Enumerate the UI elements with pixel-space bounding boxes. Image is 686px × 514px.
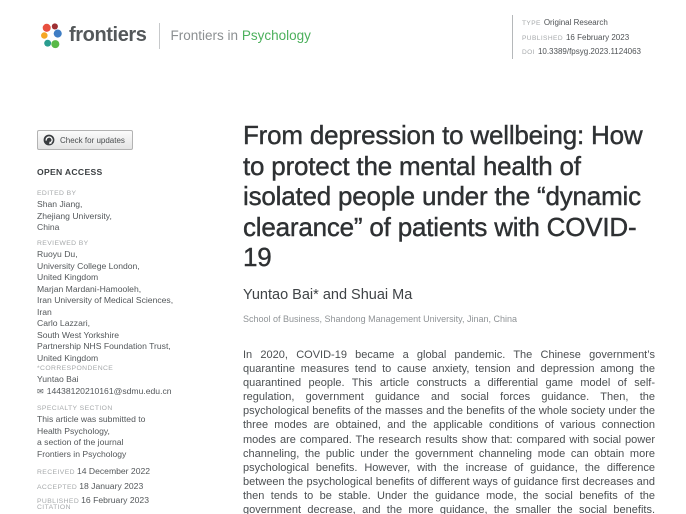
meta-label: PUBLISHED bbox=[522, 34, 563, 42]
meta-label: TYPE bbox=[522, 20, 541, 27]
open-access-badge: OPEN ACCESS bbox=[37, 167, 103, 177]
reviewer-line: United Kingdom bbox=[37, 352, 99, 363]
specialty-section: SPECIALTY SECTION This article was submi… bbox=[37, 403, 219, 460]
journal-name: Psychology bbox=[241, 28, 311, 43]
check-for-updates-button[interactable]: Check for updates bbox=[37, 130, 133, 150]
accepted-label: ACCEPTED bbox=[37, 483, 78, 491]
published-value: 16 February 2023 bbox=[81, 495, 149, 505]
correspondence-label: *CORRESPONDENCE bbox=[37, 365, 114, 372]
meta-value-published: 16 February 2023 bbox=[565, 32, 630, 42]
editor-line: Zhejiang University, bbox=[37, 210, 112, 221]
correspondence-name: Yuntao Bai bbox=[37, 374, 79, 384]
correspondence-email-line: ✉ 14438120210161@sdmu.edu.cn bbox=[37, 386, 219, 398]
frontiers-logo-icon bbox=[41, 23, 62, 49]
reviewed-by-section: REVIEWED BY Ruoyu Du, University College… bbox=[37, 238, 219, 364]
published-row: PUBLISHED 16 February 2023 bbox=[37, 493, 219, 508]
article-abstract: In 2020, COVID-19 became a global pandem… bbox=[243, 349, 655, 514]
received-value: 14 December 2022 bbox=[76, 466, 151, 476]
article-meta-block: TYPE Original Research PUBLISHED 16 Februa… bbox=[512, 15, 680, 59]
editor-line: Shan Jiang, bbox=[37, 199, 83, 209]
envelope-icon: ✉ bbox=[37, 386, 44, 396]
article-affiliation: School of Business, Shandong Management … bbox=[243, 314, 517, 324]
reviewer-line: Partnership NHS Foundation Trust, bbox=[37, 341, 171, 351]
reviewed-by-label: REVIEWED BY bbox=[37, 240, 89, 247]
reviewer-line: United Kingdom bbox=[37, 272, 99, 282]
reviewer-line: South West Yorkshire bbox=[37, 329, 120, 340]
meta-row-type: TYPE Original Research bbox=[522, 15, 680, 30]
meta-value-type: Original Research bbox=[543, 18, 608, 27]
accepted-value: 18 January 2023 bbox=[79, 480, 144, 491]
correspondence-section: *CORRESPONDENCE Yuntao Bai ✉ 14438120210… bbox=[37, 363, 219, 397]
reviewer-line: Marjan Mardani-Hamooleh, bbox=[37, 283, 142, 294]
correspondence-email-link[interactable]: 14438120210161@sdmu.edu.cn bbox=[46, 385, 172, 396]
check-for-updates-label: Check for updates bbox=[60, 135, 125, 145]
brand-divider bbox=[158, 22, 160, 49]
reviewer-line: University College London, bbox=[37, 260, 140, 271]
specialty-line: a section of the journal bbox=[37, 437, 124, 447]
brand-wordmark: frontiers bbox=[69, 24, 147, 46]
reviewer-line: Carlo Lazzari, bbox=[37, 318, 91, 328]
dates-section: RECEIVED 14 December 2022 ACCEPTED 18 Janu… bbox=[37, 464, 219, 508]
citation-label: CITATION bbox=[37, 504, 71, 511]
article-title: From depression to wellbeing: How to pro… bbox=[243, 120, 643, 272]
received-label: RECEIVED bbox=[37, 469, 75, 476]
citation-section: CITATION bbox=[37, 502, 219, 513]
editor-line: China bbox=[37, 222, 60, 232]
published-label: PUBLISHED bbox=[37, 498, 80, 505]
meta-value-doi: 10.3389/fpsyg.2023.1124063 bbox=[537, 47, 641, 56]
meta-row-doi: DOI 10.3389/fpsyg.2023.1124063 bbox=[522, 44, 680, 59]
specialty-label: SPECIALTY SECTION bbox=[37, 405, 113, 412]
crossmark-icon bbox=[43, 134, 55, 146]
meta-label: DOI bbox=[522, 49, 535, 56]
specialty-line: Health Psychology, bbox=[37, 425, 110, 436]
edited-by-label: EDITED BY bbox=[37, 190, 77, 197]
received-row: RECEIVED 14 December 2022 bbox=[37, 464, 219, 479]
edited-by-section: EDITED BY Shan Jiang, Zhejiang Universit… bbox=[37, 188, 219, 234]
reviewer-line: Iran University of Medical Sciences, bbox=[37, 295, 174, 305]
specialty-line: This article was submitted to bbox=[37, 414, 146, 424]
specialty-line: Frontiers in Psychology bbox=[37, 448, 127, 459]
accepted-row: ACCEPTED 18 January 2023 bbox=[37, 479, 219, 494]
reviewer-line: Iran bbox=[37, 306, 52, 317]
header-brand: frontiers Frontiers in Psychology bbox=[40, 22, 311, 49]
meta-row-published: PUBLISHED 16 February 2023 bbox=[522, 30, 680, 45]
journal-prefix: Frontiers in bbox=[170, 28, 239, 43]
article-authors: Yuntao Bai* and Shuai Ma bbox=[243, 287, 413, 303]
reviewer-line: Ruoyu Du, bbox=[37, 249, 78, 259]
journal-title: Frontiers in Psychology bbox=[171, 28, 311, 43]
